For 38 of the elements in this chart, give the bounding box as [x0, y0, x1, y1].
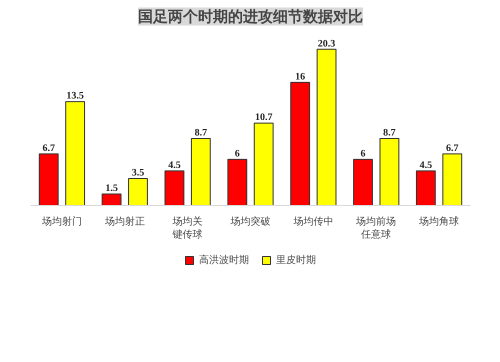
bar: [227, 158, 248, 206]
data-label: 6.7: [446, 142, 459, 154]
bar: [254, 122, 274, 206]
x-tick-label: 场均传中: [292, 216, 334, 228]
x-tick-label: 场均射门: [40, 216, 82, 228]
x-tick-label: 场均射正: [104, 216, 145, 228]
data-label: 4.5: [420, 160, 432, 171]
bar: [38, 153, 59, 206]
bar: [416, 170, 436, 206]
data-label: 6: [360, 148, 366, 160]
data-label: 4.5: [168, 160, 181, 171]
bar: [190, 138, 211, 206]
legend-label: 高洪波时期: [199, 254, 249, 267]
bar: [65, 101, 86, 206]
bar: [316, 48, 336, 206]
x-tick-label: 场均突破: [230, 216, 270, 228]
bar: [379, 138, 400, 206]
data-label: 8.7: [194, 128, 208, 139]
bar: [290, 82, 310, 206]
bar: [164, 170, 184, 206]
bar: [353, 158, 373, 206]
data-label: 16: [295, 71, 306, 82]
x-tick-label: 场均关键传球: [172, 216, 203, 241]
data-label: 3.5: [132, 168, 144, 179]
data-label: 1.5: [105, 182, 118, 194]
bar: [128, 178, 148, 206]
data-label: 10.7: [254, 112, 272, 124]
data-label: 8.7: [383, 128, 396, 139]
chart-title: 国足两个时期的进攻细节数据对比: [138, 8, 363, 26]
x-tick-label: 场均角球: [418, 216, 460, 228]
data-label: 13.5: [66, 90, 84, 102]
legend-label: 里皮时期: [276, 254, 316, 267]
data-label: 20.3: [318, 38, 336, 50]
x-tick-label: 场均前场任意球: [355, 216, 396, 241]
bar: [442, 153, 462, 206]
data-label: 6.7: [42, 142, 55, 154]
bar: [102, 193, 122, 206]
data-label: 6: [234, 148, 240, 160]
